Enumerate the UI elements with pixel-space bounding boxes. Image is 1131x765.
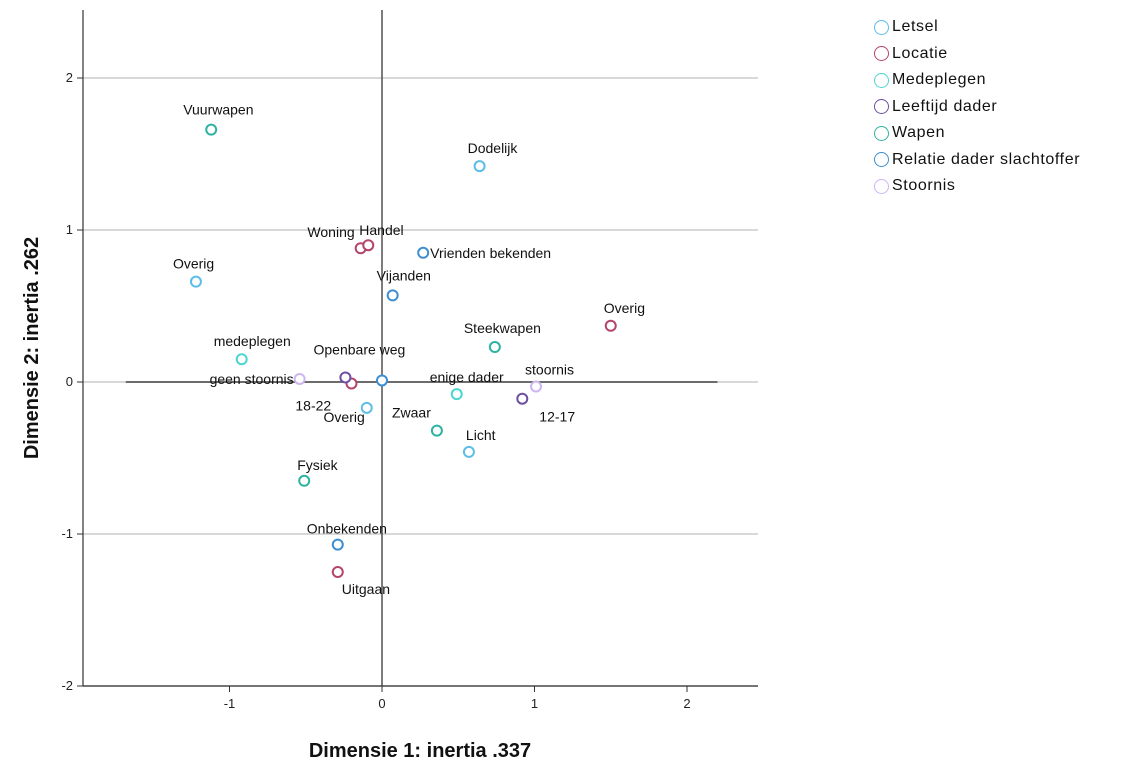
legend-label: Locatie (892, 44, 948, 62)
legend-swatch-icon (874, 72, 889, 88)
data-point-wapen (205, 123, 218, 136)
data-point-locatie (362, 239, 375, 252)
data-point-leeftijd-dader (339, 371, 352, 384)
y-axis-title: Dimensie 2: inertia .262 (21, 237, 43, 459)
legend-label: Wapen (892, 124, 946, 142)
legend-item: Medeplegen (874, 67, 1080, 94)
legend-swatch-icon (874, 125, 889, 141)
y-tick-label: 0 (66, 374, 73, 389)
data-point-stoornis (293, 372, 306, 385)
point-label: Dodelijk (468, 140, 519, 156)
data-point-letsel (360, 401, 373, 414)
legend-item: Stoornis (874, 173, 1080, 200)
point-label: Handel (359, 222, 403, 238)
data-point-medeplegen (450, 388, 463, 401)
data-point-wapen (430, 424, 443, 437)
point-label: geen stoornis (210, 371, 294, 387)
legend-label: Medeplegen (892, 71, 987, 89)
data-point-letsel (189, 275, 202, 288)
data-point-locatie (331, 566, 344, 578)
legend: Letsel Locatie Medeplegen Leeftijd dader Wap… (874, 14, 1080, 200)
point-label: Overig (324, 409, 365, 425)
x-tick-label: -1 (224, 696, 236, 711)
data-point-relatie-dader-slachtoffer (386, 289, 399, 302)
legend-label: Stoornis (892, 177, 956, 195)
legend-item: Locatie (874, 41, 1080, 68)
point-label: 18-22 (295, 397, 331, 413)
point-label: Steekwapen (464, 320, 541, 336)
point-label: Licht (466, 427, 496, 443)
legend-swatch-icon (874, 152, 889, 168)
legend-swatch-icon (874, 178, 889, 194)
point-label: 12-17 (539, 409, 575, 425)
data-point-letsel (473, 160, 486, 173)
data-point-wapen (488, 341, 501, 354)
data-point-letsel (462, 445, 475, 458)
legend-swatch-icon (874, 46, 889, 62)
data-point-relatie-dader-slachtoffer (376, 374, 388, 387)
point-label: enige dader (430, 369, 504, 385)
point-label: Overig (173, 256, 214, 272)
data-point-relatie-dader-slachtoffer (417, 246, 430, 259)
point-label: Woning (307, 224, 354, 240)
point-label: Uitgaan (342, 581, 390, 597)
data-point-leeftijd-dader (516, 392, 529, 405)
legend-label: Letsel (892, 18, 939, 36)
point-label: Onbekenden (307, 521, 387, 537)
legend-item: Wapen (874, 120, 1080, 147)
data-point-locatie (604, 319, 617, 332)
legend-item: Relatie dader slachtoffer (874, 147, 1080, 174)
point-label: Overig (604, 300, 645, 316)
x-tick-label: 2 (683, 696, 690, 711)
point-label: stoornis (525, 362, 574, 378)
point-label: Vijanden (377, 267, 431, 283)
data-point-medeplegen (235, 353, 248, 366)
point-label: Zwaar (392, 405, 431, 421)
point-label: Vrienden bekenden (430, 245, 551, 261)
legend-label: Leeftijd dader (892, 97, 998, 115)
x-axis-title: Dimensie 1: inertia .337 (309, 740, 531, 762)
legend-item: Letsel (874, 14, 1080, 41)
point-label: Openbare weg (314, 342, 406, 358)
legend-item: Leeftijd dader (874, 94, 1080, 121)
data-point-relatie-dader-slachtoffer (331, 538, 344, 551)
y-tick-label: -2 (61, 678, 73, 693)
point-label: Vuurwapen (183, 102, 253, 118)
legend-swatch-icon (874, 99, 889, 115)
y-tick-label: -1 (61, 526, 73, 541)
legend-label: Relatie dader slachtoffer (892, 150, 1081, 168)
point-label: medeplegen (214, 333, 291, 349)
y-tick-label: 1 (66, 222, 73, 237)
data-point-stoornis (530, 380, 543, 393)
x-tick-label: 0 (378, 696, 385, 711)
point-label: Fysiek (297, 457, 338, 473)
legend-swatch-icon (874, 19, 889, 35)
x-tick-label: 1 (531, 696, 538, 711)
data-point-wapen (298, 474, 311, 487)
y-tick-label: 2 (66, 70, 73, 85)
